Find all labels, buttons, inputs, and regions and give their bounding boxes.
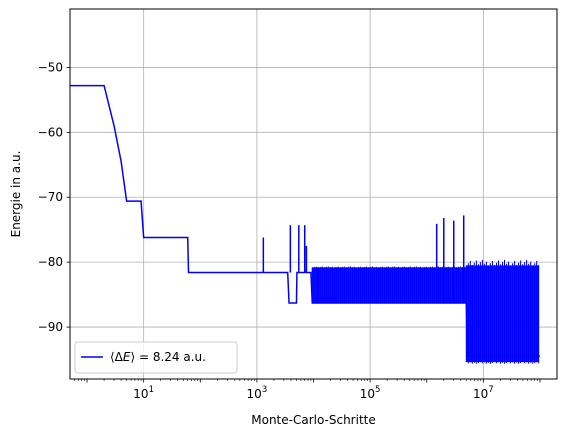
- legend-entry-label: ⟨ΔE⟩ = 8.24 a.u.: [110, 350, 206, 364]
- y-ticks: −50 −60 −70 −80 −90: [38, 60, 70, 334]
- legend-label-suffix: ⟩ = 8.24 a.u.: [130, 350, 206, 364]
- y-axis-label: Energie in a.u.: [9, 151, 23, 238]
- x-tick-base: 10: [473, 387, 488, 401]
- x-tick-label: 103: [247, 385, 268, 401]
- x-axis-label: Monte-Carlo-Schritte: [251, 413, 376, 427]
- legend-box: [74, 341, 238, 374]
- x-tick-base: 10: [133, 387, 148, 401]
- y-tick-label: −70: [38, 190, 63, 204]
- grid: [70, 9, 557, 379]
- x-tick-base: 10: [247, 387, 262, 401]
- x-tick-base: 10: [360, 387, 375, 401]
- y-tick-label: −50: [38, 60, 63, 74]
- y-tick-label: −90: [38, 320, 63, 334]
- x-tick-label: 101: [133, 385, 154, 401]
- x-tick-exponent: 5: [375, 385, 380, 395]
- x-tick-exponent: 3: [262, 385, 267, 395]
- data-layer: [70, 84, 540, 364]
- x-ticks: 101 103 105 107: [74, 379, 541, 401]
- series-line: [70, 84, 540, 358]
- y-tick-label: −80: [38, 255, 63, 269]
- legend-label-variable: E: [123, 350, 131, 364]
- legend-label-prefix: ⟨Δ: [110, 350, 124, 364]
- legend: ⟨ΔE⟩ = 8.24 a.u.: [74, 341, 238, 374]
- x-tick-label: 105: [360, 385, 381, 401]
- x-tick-exponent: 7: [488, 385, 493, 395]
- series-group: [70, 84, 540, 364]
- y-tick-label: −60: [38, 125, 63, 139]
- x-tick-exponent: 1: [149, 385, 154, 395]
- x-tick-label: 107: [473, 385, 494, 401]
